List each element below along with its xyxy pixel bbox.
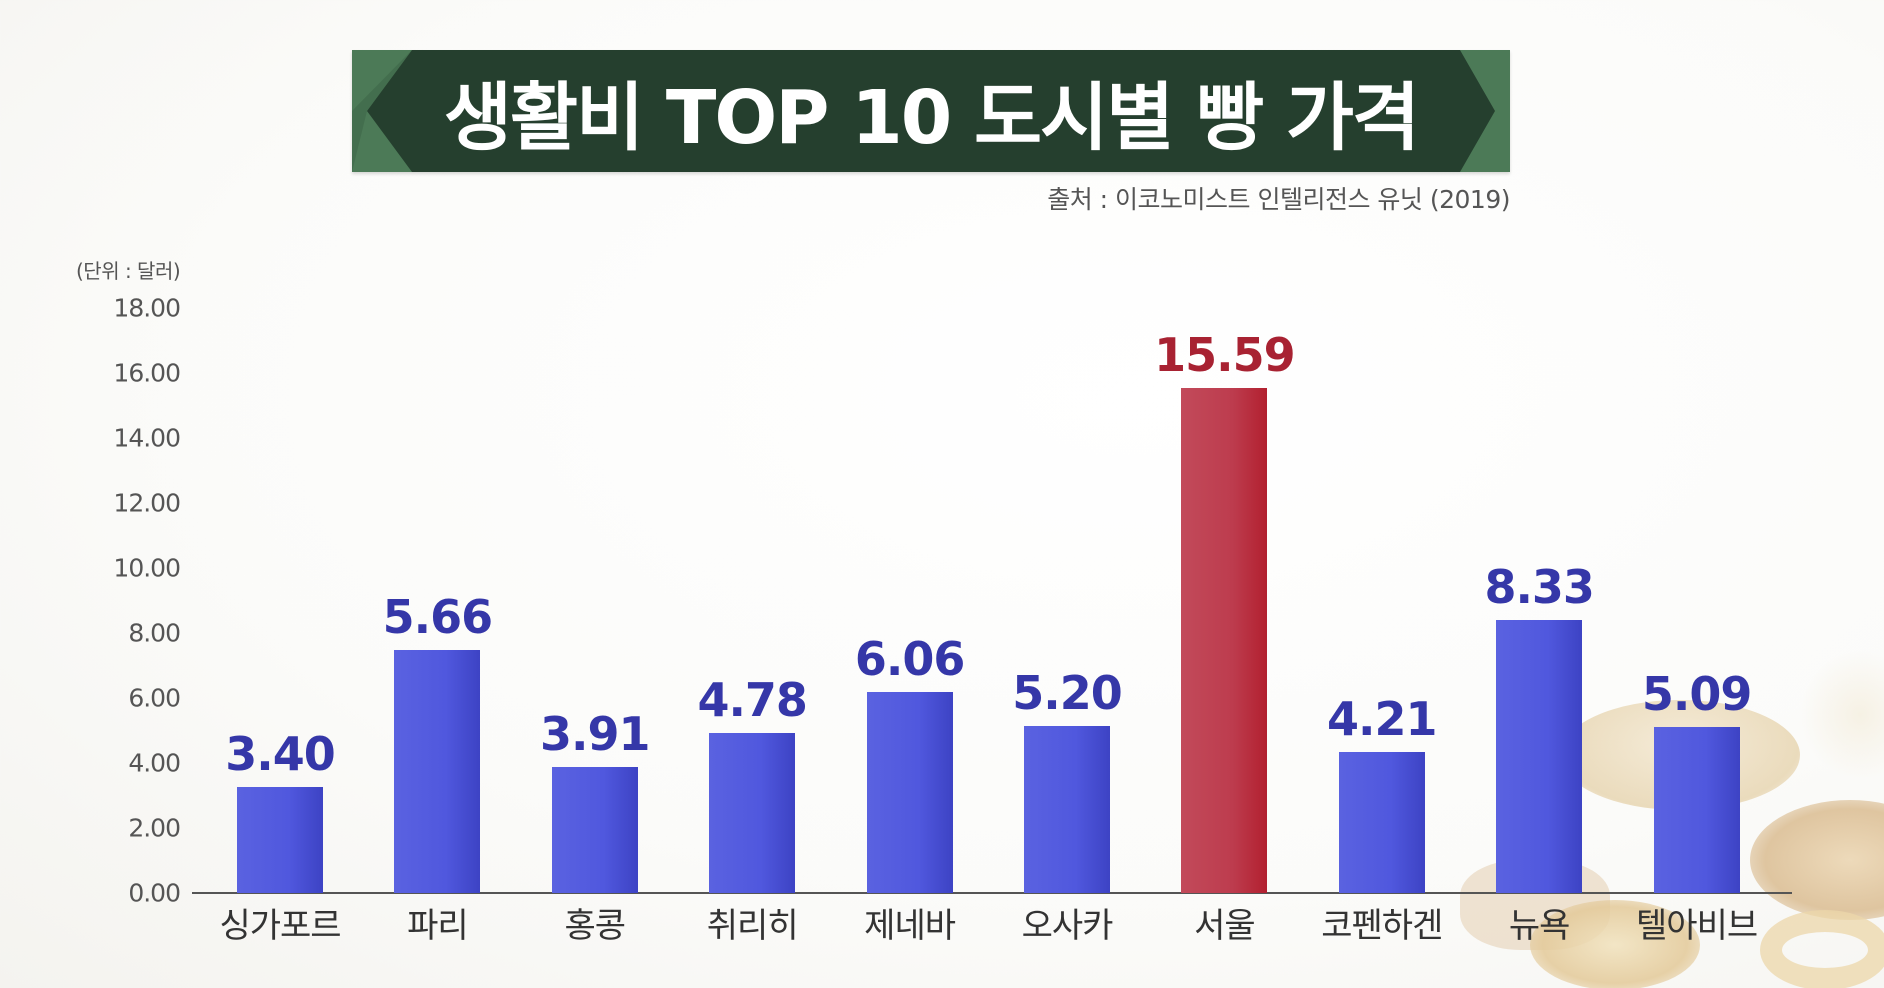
bar-9 xyxy=(1653,727,1740,893)
title-banner: 생활비 TOP 10 도시별 빵 가격 xyxy=(352,50,1510,172)
bar-7 xyxy=(1338,752,1425,893)
bar-5 xyxy=(1024,726,1110,893)
bar-value-label: 4.21 xyxy=(1327,692,1438,746)
y-tick-label: 4.00 xyxy=(128,748,181,778)
y-tick-label: 12.00 xyxy=(113,488,181,518)
y-tick-label: 10.00 xyxy=(113,553,181,583)
background-bread-decoration xyxy=(1800,650,1884,780)
y-tick-label: 16.00 xyxy=(113,358,181,388)
bar-4 xyxy=(866,692,953,893)
y-tick-label: 18.00 xyxy=(113,293,181,323)
bar-6 xyxy=(1181,388,1268,893)
bar-value-label: 5.20 xyxy=(1012,666,1123,720)
x-category-label: 오사카 xyxy=(1021,906,1114,946)
x-category-label: 텔아비브 xyxy=(1636,906,1758,946)
bar-8 xyxy=(1496,620,1583,893)
chart-title: 생활비 TOP 10 도시별 빵 가격 xyxy=(443,74,1420,161)
bar-2 xyxy=(551,767,638,893)
bar-value-label: 4.78 xyxy=(697,673,808,727)
bar-0 xyxy=(237,787,323,893)
y-tick-label: 0.00 xyxy=(128,878,181,908)
bar-value-label: 5.09 xyxy=(1641,667,1753,721)
y-tick-label: 8.00 xyxy=(128,618,181,648)
x-category-label: 파리 xyxy=(407,906,469,946)
bar-value-label: 5.66 xyxy=(382,590,494,644)
bar-1 xyxy=(394,650,481,893)
y-tick-label: 2.00 xyxy=(128,813,181,843)
unit-label: (단위 : 달러) xyxy=(76,259,181,283)
source-caption: 출처 : 이코노미스트 인텔리전스 유닛 (2019) xyxy=(1047,185,1510,214)
x-category-label: 제네바 xyxy=(864,906,956,946)
x-category-label: 뉴욕 xyxy=(1508,906,1571,946)
bar-value-label: 3.91 xyxy=(540,707,651,761)
bar-value-label: 3.40 xyxy=(225,727,336,781)
x-category-label: 취리히 xyxy=(706,906,799,946)
x-category-label: 싱가포르 xyxy=(219,906,341,946)
x-category-label: 홍콩 xyxy=(564,906,627,946)
bar-3 xyxy=(709,733,796,893)
bar-value-label: 15.59 xyxy=(1154,328,1296,382)
x-axis-line xyxy=(192,892,1792,894)
y-tick-label: 14.00 xyxy=(113,423,181,453)
bar-value-label: 8.33 xyxy=(1484,560,1595,614)
y-tick-label: 6.00 xyxy=(128,683,181,713)
x-category-label: 서울 xyxy=(1194,906,1256,946)
bar-value-label: 6.06 xyxy=(854,632,966,686)
x-category-label: 코펜하겐 xyxy=(1321,906,1443,946)
